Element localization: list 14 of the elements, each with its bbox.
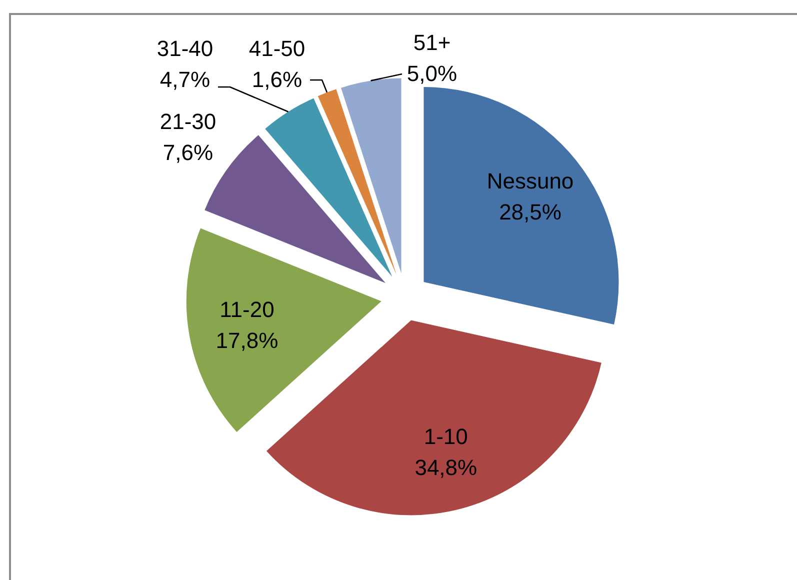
data-label: 5,0% — [406, 61, 458, 86]
slice-label: 41-50 — [248, 36, 306, 61]
data-label: 7,6% — [162, 140, 214, 165]
data-label: 28,5% — [499, 200, 562, 225]
data-label: 1,6% — [252, 67, 302, 92]
slice-label: Nessuno — [486, 168, 574, 194]
slice-label: 21-30 — [160, 109, 216, 134]
slice-label: 1-10 — [424, 424, 468, 450]
data-label: 34,8% — [414, 455, 478, 480]
slice-label: 51+ — [413, 30, 451, 55]
slice-label: 11-20 — [220, 297, 274, 322]
data-label: 17,8% — [216, 328, 278, 354]
data-label: 4,7% — [160, 67, 210, 92]
slice-label: 31-40 — [156, 36, 214, 61]
